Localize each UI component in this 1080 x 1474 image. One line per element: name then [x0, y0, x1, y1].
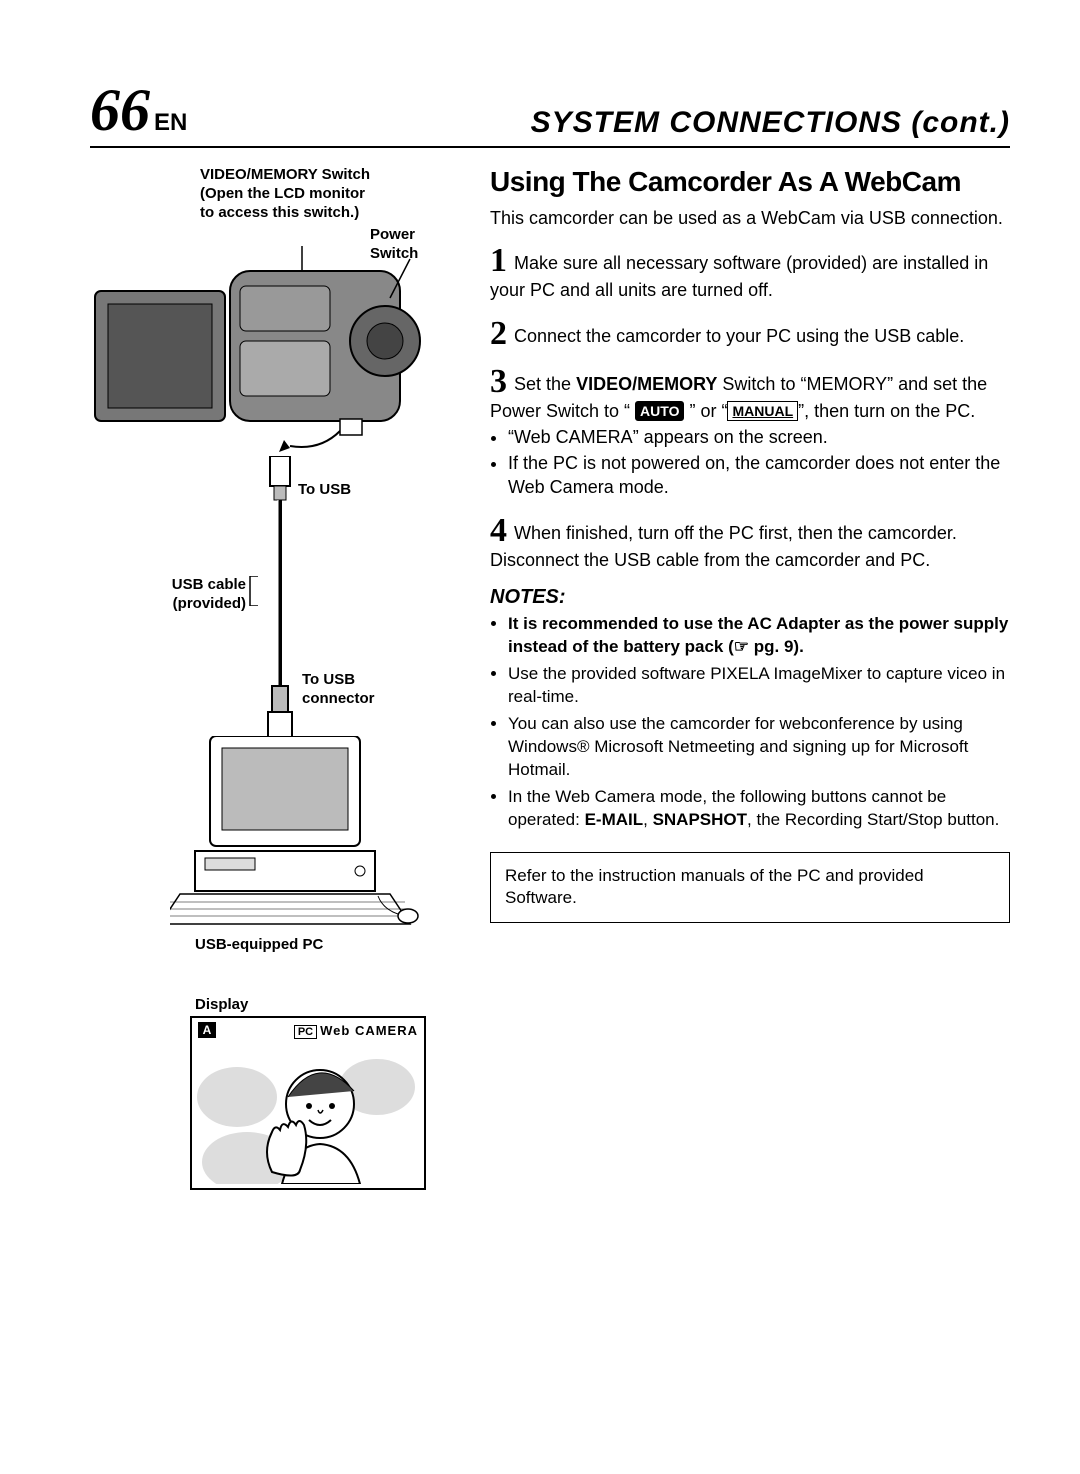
display-title: PCWeb CAMERA — [294, 1023, 418, 1038]
pc-illustration — [170, 736, 420, 936]
note-item: It is recommended to use the AC Adapter … — [508, 613, 1010, 659]
display-frame: A PCWeb CAMERA — [190, 1016, 426, 1190]
bullet: If the PC is not powered on, the camcord… — [508, 451, 1010, 500]
step-number: 2 — [490, 315, 507, 352]
notes-list: It is recommended to use the AC Adapter … — [490, 613, 1010, 831]
reference-box: Refer to the instruction manuals of the … — [490, 852, 1010, 924]
label-to-usb-connector: To USB connector — [302, 671, 375, 709]
label-to-usb: To USB — [298, 481, 351, 500]
content-columns: VIDEO/MEMORY Switch (Open the LCD monito… — [90, 166, 1010, 1226]
right-column: Using The Camcorder As A WebCam This cam… — [490, 166, 1010, 1226]
step-number: 4 — [490, 512, 507, 549]
step-number: 3 — [490, 363, 507, 400]
step-text: When finished, turn off the PC first, th… — [490, 523, 957, 570]
label-display: Display — [195, 996, 248, 1015]
label-line: (Open the LCD monitor — [200, 185, 365, 202]
display-mode-icon: A — [198, 1022, 216, 1038]
step-text: Connect the camcorder to your PC using t… — [514, 326, 964, 346]
label-line: VIDEO/MEMORY Switch — [200, 166, 370, 183]
step-1: 1 Make sure all necessary software (prov… — [490, 244, 1010, 302]
display-pc-badge: PC — [294, 1025, 317, 1039]
label-line: connector — [302, 690, 375, 707]
diagram-area: VIDEO/MEMORY Switch (Open the LCD monito… — [90, 166, 460, 1226]
page-number-block: 66EN — [90, 80, 187, 140]
auto-badge: AUTO — [635, 401, 684, 422]
manual-page: 66EN SYSTEM CONNECTIONS (cont.) VIDEO/ME… — [0, 0, 1080, 1474]
manual-badge: MANUAL — [727, 401, 798, 422]
page-number: 66 — [90, 77, 150, 143]
label-line: (provided) — [173, 595, 246, 612]
label-video-memory-switch: VIDEO/MEMORY Switch (Open the LCD monito… — [200, 166, 370, 222]
page-lang: EN — [154, 109, 187, 136]
step-4: 4 When finished, turn off the PC first, … — [490, 514, 1010, 572]
note-item: In the Web Camera mode, the following bu… — [508, 786, 1010, 832]
camcorder-illustration — [90, 241, 450, 471]
subsection-title: Using The Camcorder As A WebCam — [490, 166, 1010, 198]
step-2: 2 Connect the camcorder to your PC using… — [490, 317, 1010, 351]
section-title: SYSTEM CONNECTIONS (cont.) — [531, 106, 1010, 140]
intro-text: This camcorder can be used as a WebCam v… — [490, 206, 1010, 230]
label-usb-pc: USB-equipped PC — [195, 936, 323, 955]
step-number: 1 — [490, 242, 507, 279]
label-usb-cable: USB cable (provided) — [168, 576, 246, 614]
display-title-text: Web CAMERA — [320, 1023, 418, 1038]
bracket-icon — [248, 576, 268, 606]
display-header: A PCWeb CAMERA — [192, 1018, 424, 1042]
label-line: to access this switch.) — [200, 204, 359, 221]
display-person-illustration — [192, 1042, 420, 1184]
step-3: 3 Set the VIDEO/MEMORY Switch to “MEMORY… — [490, 365, 1010, 500]
note-item: You can also use the camcorder for webco… — [508, 713, 1010, 782]
note-item: Use the provided software PIXELA ImageMi… — [508, 663, 1010, 709]
step-text: Make sure all necessary software (provid… — [490, 253, 988, 300]
notes-heading: NOTES: — [490, 586, 1010, 609]
label-line: To USB — [302, 671, 355, 688]
step-3-bullets: “Web CAMERA” appears on the screen. If t… — [490, 425, 1010, 500]
bullet: “Web CAMERA” appears on the screen. — [508, 425, 1010, 449]
left-column: VIDEO/MEMORY Switch (Open the LCD monito… — [90, 166, 460, 1226]
page-header: 66EN SYSTEM CONNECTIONS (cont.) — [90, 80, 1010, 148]
step-text: Set the VIDEO/MEMORY Switch to “MEMORY” … — [490, 374, 987, 421]
label-line: USB cable — [172, 576, 246, 593]
